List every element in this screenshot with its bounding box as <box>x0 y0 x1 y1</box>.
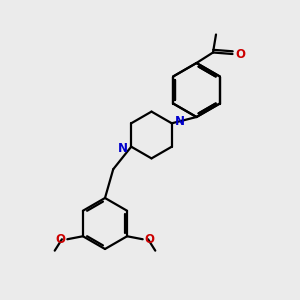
Text: O: O <box>236 47 245 61</box>
Text: O: O <box>144 233 154 246</box>
Text: O: O <box>56 233 66 246</box>
Text: N: N <box>175 115 185 128</box>
Text: N: N <box>118 142 128 155</box>
